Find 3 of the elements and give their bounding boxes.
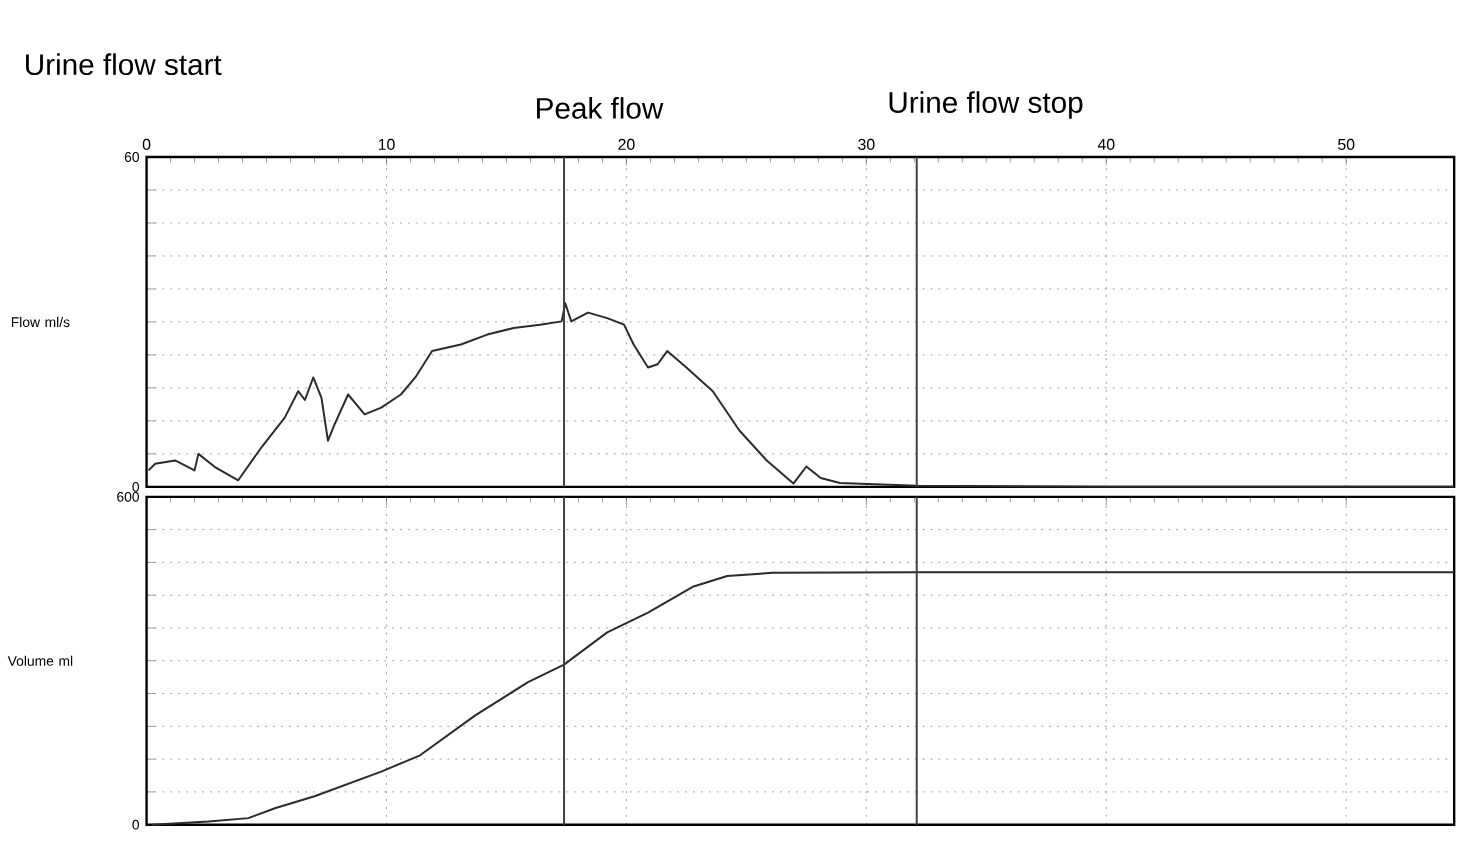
- ref-line-label: Urine flow stop: [889, 90, 1083, 119]
- ref-line-label: Peak flow: [537, 96, 664, 119]
- text: Urine flow start: [26, 53, 222, 75]
